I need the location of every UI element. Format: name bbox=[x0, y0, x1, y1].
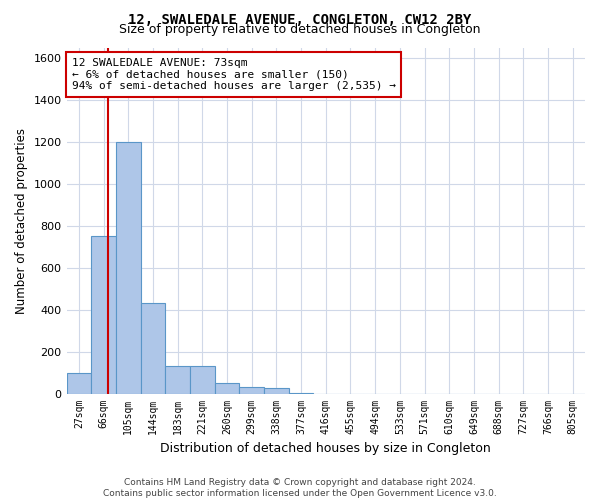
Bar bbox=[67, 372, 91, 394]
Bar bbox=[91, 236, 116, 394]
Bar bbox=[289, 392, 313, 394]
Bar bbox=[116, 142, 140, 394]
Bar bbox=[165, 366, 190, 394]
Bar bbox=[215, 383, 239, 394]
Text: 12 SWALEDALE AVENUE: 73sqm
← 6% of detached houses are smaller (150)
94% of semi: 12 SWALEDALE AVENUE: 73sqm ← 6% of detac… bbox=[72, 58, 396, 91]
Bar bbox=[190, 366, 215, 394]
Text: 12, SWALEDALE AVENUE, CONGLETON, CW12 2BY: 12, SWALEDALE AVENUE, CONGLETON, CW12 2B… bbox=[128, 12, 472, 26]
X-axis label: Distribution of detached houses by size in Congleton: Distribution of detached houses by size … bbox=[160, 442, 491, 455]
Bar bbox=[239, 388, 264, 394]
Text: Size of property relative to detached houses in Congleton: Size of property relative to detached ho… bbox=[119, 22, 481, 36]
Text: Contains HM Land Registry data © Crown copyright and database right 2024.
Contai: Contains HM Land Registry data © Crown c… bbox=[103, 478, 497, 498]
Bar bbox=[264, 388, 289, 394]
Bar bbox=[140, 304, 165, 394]
Y-axis label: Number of detached properties: Number of detached properties bbox=[15, 128, 28, 314]
